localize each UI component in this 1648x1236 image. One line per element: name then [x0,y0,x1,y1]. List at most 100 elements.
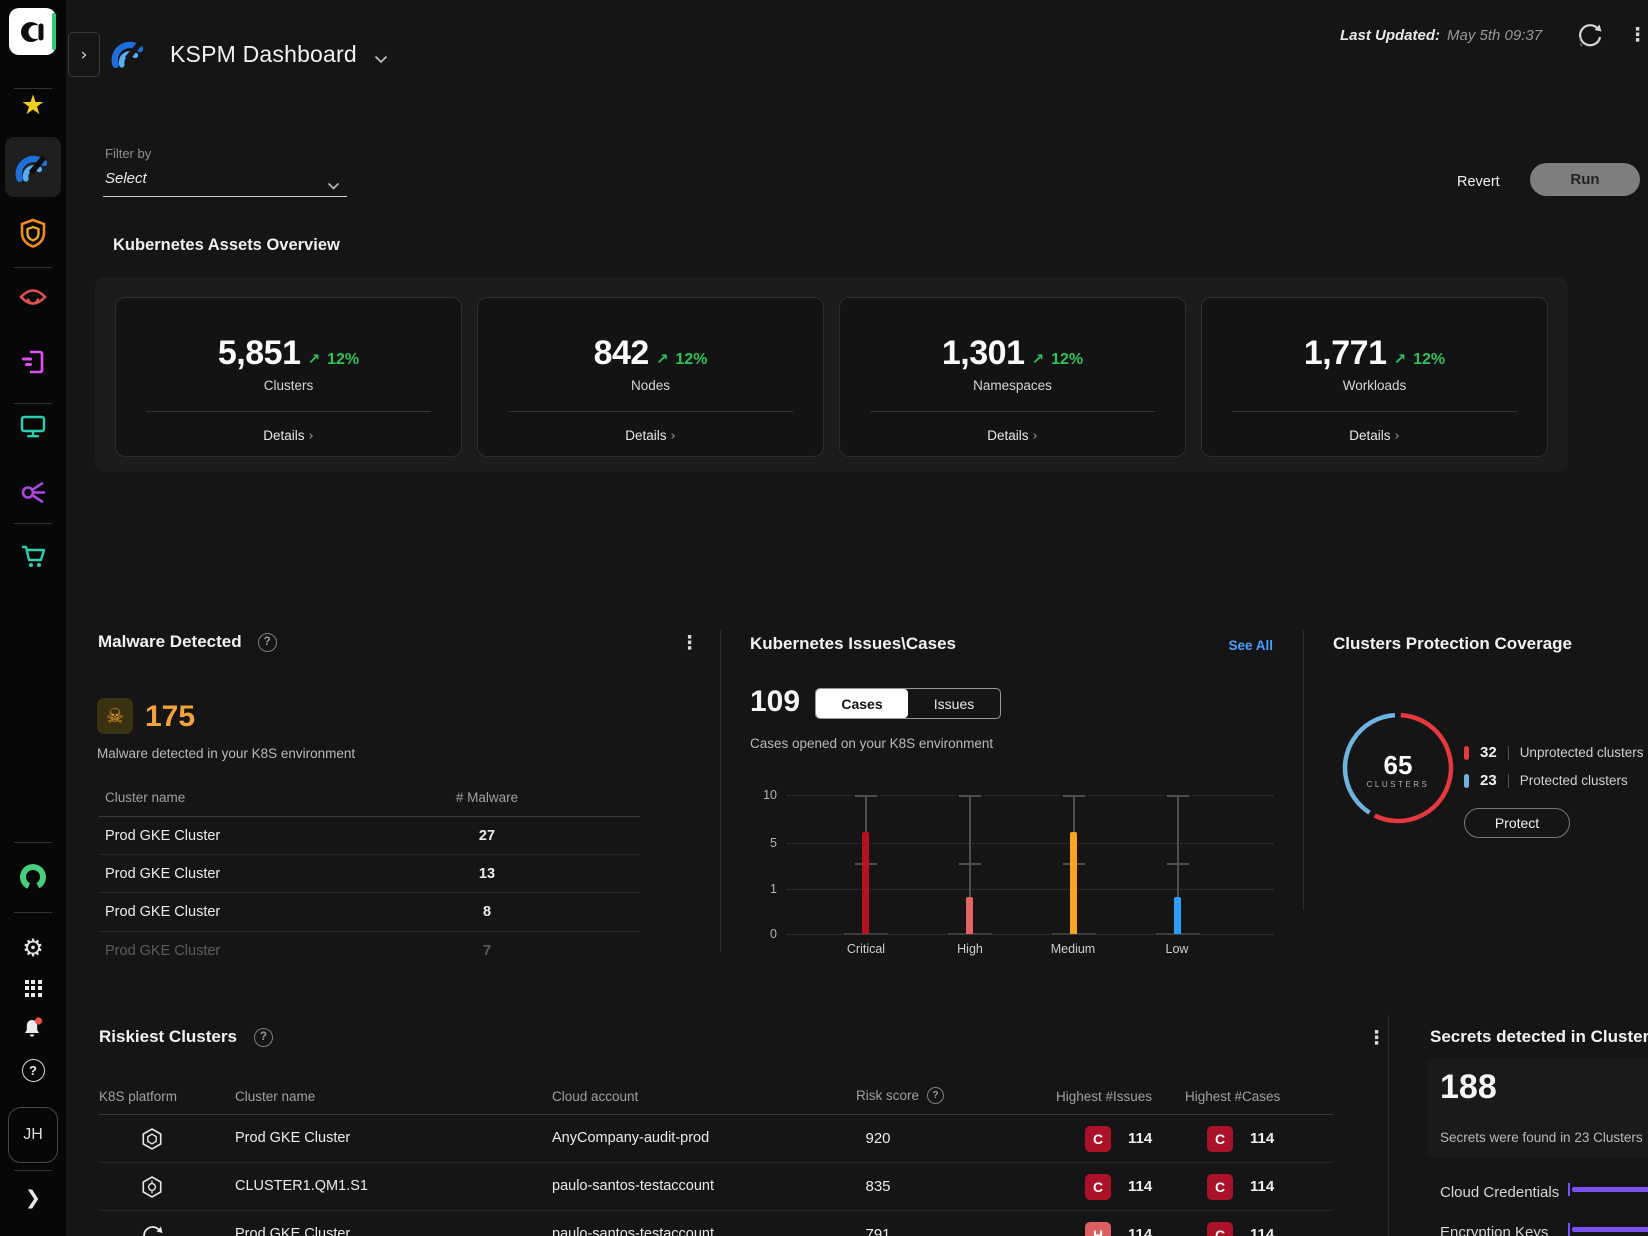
table-row[interactable]: Prod GKE Cluster 13 [99,855,640,893]
legend-unprotected: 32 Unprotected clusters [1464,744,1644,761]
see-all-link[interactable]: See All [1173,638,1273,653]
app-logo[interactable] [9,8,56,55]
legend-blue-icon [1464,774,1469,788]
secret-bar [1572,1227,1648,1232]
x-label-medium: Medium [1033,942,1113,956]
kebab-icon: ⋮ [680,632,699,654]
gauge-icon [110,38,148,68]
table-row[interactable]: Prod GKE Cluster 7 [99,932,640,970]
secrets-subtitle: Secrets were found in 23 Clusters [1440,1130,1643,1145]
details-link[interactable]: Details › [116,428,461,444]
details-link[interactable]: Details › [840,428,1185,444]
sidebar-divider [14,403,52,404]
asset-delta: 12% [1413,351,1445,369]
sidebar-item-settings[interactable]: ⚙ [0,933,66,963]
asset-value: 842 [594,334,649,373]
y-tick: 1 [753,882,777,896]
last-updated: Last Updated: May 5th 09:37 [1340,27,1542,44]
whisker-cap [1063,795,1085,797]
col-risk-score: Risk score ? [856,1087,944,1104]
cases-chart [787,795,1273,934]
help-icon[interactable]: ? [254,1028,273,1047]
sidebar-item-help[interactable]: ? [0,1056,66,1084]
asset-delta: 12% [675,351,707,369]
table-row[interactable]: Prod GKE Cluster 27 [99,817,640,855]
y-tick: 10 [753,788,777,802]
filter-select[interactable]: Select [105,170,147,187]
chevron-right-icon: › [308,428,313,444]
k8s-platform-icon [141,1176,163,1203]
protect-button[interactable]: Protect [1464,808,1570,838]
table-row[interactable]: Prod GKE Cluster AnyCompany-audit-prod 9… [99,1115,1333,1163]
door-export-icon [20,349,46,375]
panel-expand-button[interactable]: › [68,32,100,77]
gear-icon: ⚙ [22,934,44,962]
sidebar-item-visibility[interactable] [0,282,66,312]
sidebar-item-notifications[interactable] [0,1014,66,1042]
sidebar-item-connections[interactable] [0,476,66,508]
severity-badge: C [1207,1126,1233,1152]
help-icon[interactable]: ? [927,1087,944,1104]
x-label-high: High [930,942,1010,956]
y-tick: 0 [753,927,777,941]
last-updated-label: Last Updated: [1340,27,1440,44]
malware-menu-button[interactable]: ⋮ [680,634,699,653]
malware-count: 175 [145,700,195,734]
skull-icon: ☠ [106,704,124,728]
gke-platform-icon [141,1128,163,1155]
app-logo-icon [19,18,47,46]
cart-icon [20,544,47,569]
donut-total-label: CLUSTERS [1338,780,1458,789]
sidebar-item-favorites[interactable]: ★ [0,89,66,121]
trend-up-icon: ↗ [307,350,320,368]
sidebar-item-workloads[interactable] [0,412,66,442]
details-link[interactable]: Details › [478,428,823,444]
toggle-issues[interactable]: Issues [908,689,1000,718]
toggle-cases[interactable]: Cases [816,689,908,718]
cases-subtitle: Cases opened on your K8S environment [750,736,993,751]
cases-issues-toggle: Cases Issues [815,688,1001,719]
details-link[interactable]: Details › [1202,428,1547,444]
whisker-cap [1167,795,1189,797]
secret-bar [1572,1187,1648,1192]
refresh-button[interactable] [1575,21,1605,56]
severity-badge: C [1207,1174,1233,1200]
panel-divider [1388,1015,1389,1236]
sidebar-item-brand[interactable] [0,860,66,894]
table-row[interactable]: Prod GKE Cluster 8 [99,893,640,932]
filter-label: Filter by [105,146,151,161]
sidebar-item-admission[interactable] [0,346,66,378]
asset-label: Workloads [1202,378,1547,393]
title-dropdown[interactable] [374,51,388,69]
whisker-mid [1167,863,1189,865]
asset-label: Namespaces [840,378,1185,393]
asset-card-workloads[interactable]: 1,771 ↗ 12% Workloads Details › [1201,297,1548,457]
severity-badge: H [1085,1222,1111,1236]
asset-card-clusters[interactable]: 5,851↗12% Clusters Details › [115,297,462,457]
table-row[interactable]: Prod GKE Cluster paulo-santos-testaccoun… [99,1211,1333,1236]
topbar-menu-button[interactable]: ⋮ [1628,26,1647,45]
asset-card-namespaces[interactable]: 1,301↗12% Namespaces Details › [839,297,1186,457]
sidebar-item-apps[interactable] [0,976,66,1000]
donut-total: 65 [1338,750,1458,781]
panel-divider [1303,630,1304,910]
sidebar-expand-button[interactable]: ❯ [0,1184,66,1212]
filter-select-dropdown[interactable] [327,177,340,195]
trend-up-icon: ↗ [1393,350,1406,368]
riskiest-menu-button[interactable]: ⋮ [1367,1029,1386,1048]
asset-value: 1,771 [1304,334,1387,373]
legend-label: Unprotected clusters [1520,745,1644,760]
sidebar-item-dashboard[interactable] [0,149,66,185]
sidebar-item-marketplace[interactable] [0,540,66,572]
sidebar: ★ [0,0,66,1236]
help-icon[interactable]: ? [258,633,277,652]
asset-card-nodes[interactable]: 842↗12% Nodes Details › [477,297,824,457]
legend-separator [1508,774,1509,788]
revert-button[interactable]: Revert [1457,174,1500,190]
sidebar-item-posture[interactable] [0,216,66,250]
table-row[interactable]: CLUSTER1.QM1.S1 paulo-santos-testaccount… [99,1163,1333,1211]
legend-value: 32 [1480,744,1497,761]
run-button[interactable]: Run [1530,163,1640,196]
sidebar-divider [14,842,52,843]
avatar[interactable]: JH [8,1107,58,1163]
